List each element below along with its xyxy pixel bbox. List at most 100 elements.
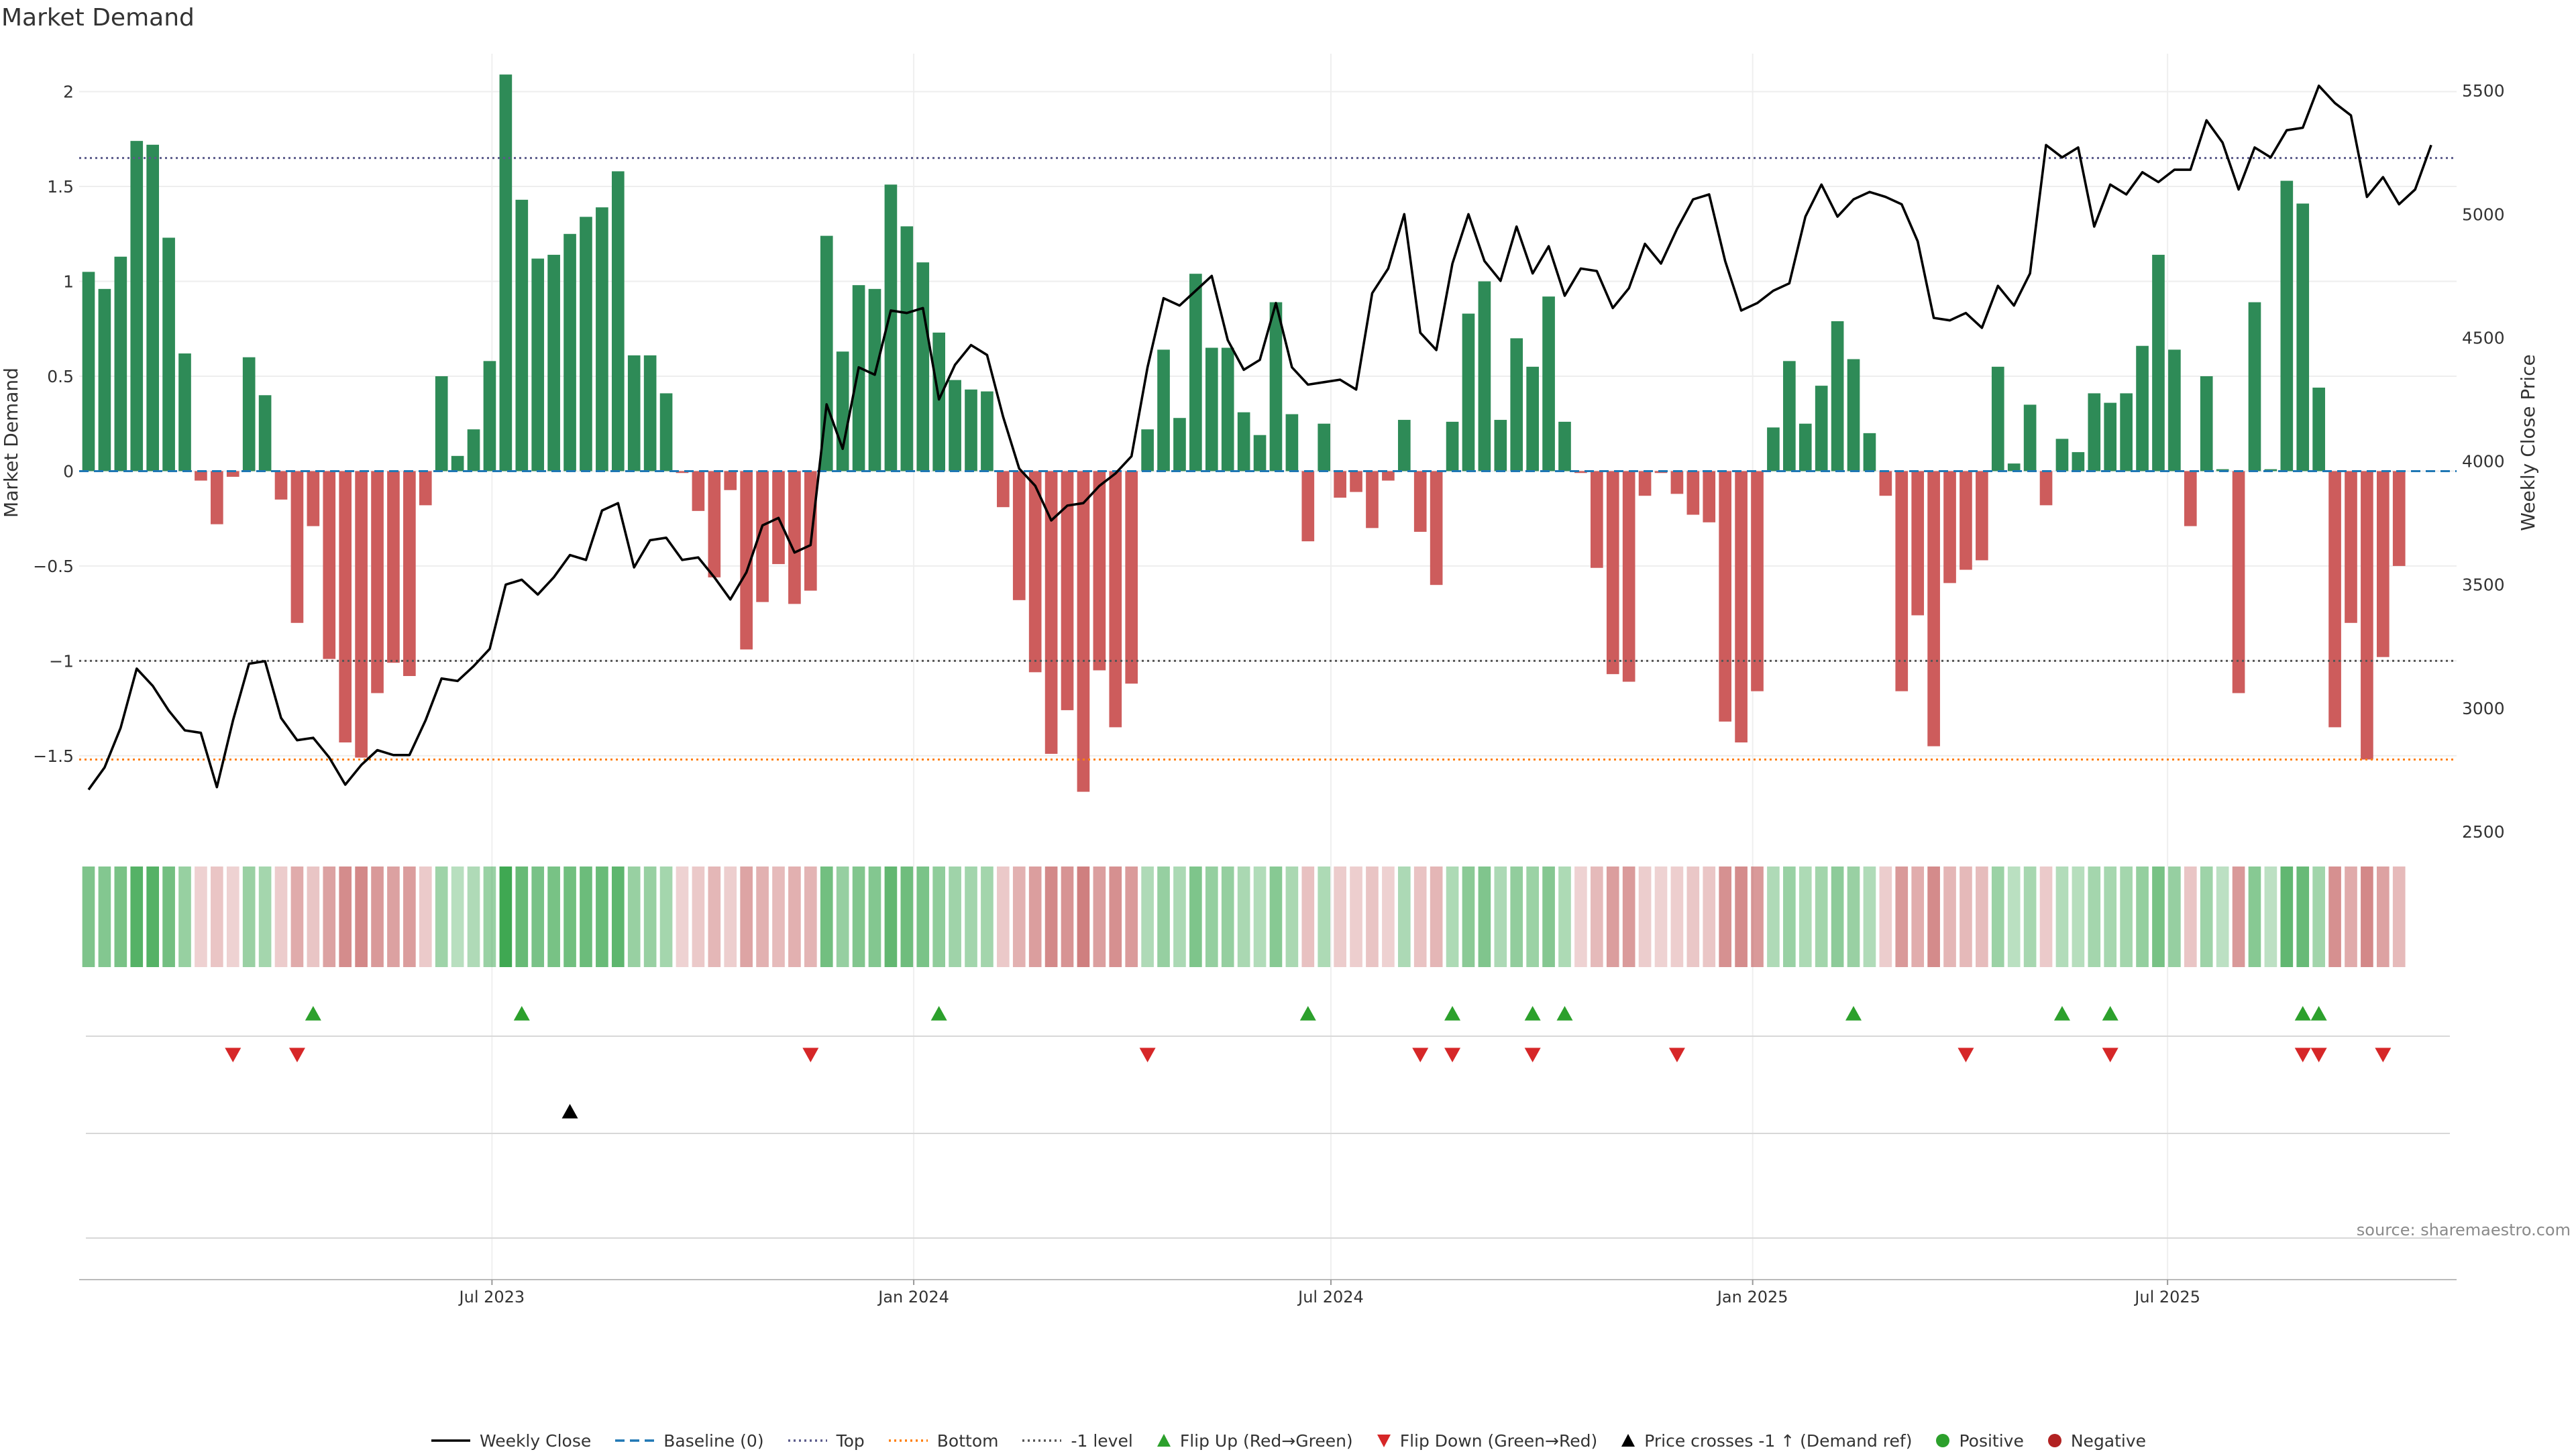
demand-bar xyxy=(611,171,625,471)
flip-down-marker xyxy=(1139,1048,1156,1062)
flip-down-marker xyxy=(1524,1048,1541,1062)
heat-cell xyxy=(965,866,977,967)
demand-bar xyxy=(659,393,673,471)
demand-bar xyxy=(2200,376,2213,471)
demand-bar xyxy=(884,184,898,471)
demand-bar xyxy=(1638,471,1652,496)
heat-cell xyxy=(1831,866,1844,967)
demand-bar xyxy=(1943,471,1956,583)
heat-cell xyxy=(1237,866,1250,967)
heat-cell xyxy=(2152,866,2165,967)
heat-cell xyxy=(2376,866,2390,967)
dashed-line-icon xyxy=(615,1439,655,1442)
heat-cell xyxy=(708,866,721,967)
demand-bar xyxy=(627,355,641,471)
heat-cell xyxy=(2312,866,2325,967)
legend-label: Price crosses -1 ↑ (Demand ref) xyxy=(1644,1431,1913,1451)
legend-label: Weekly Close xyxy=(479,1431,592,1451)
heat-cell xyxy=(1269,866,1283,967)
heat-cell xyxy=(531,866,545,967)
heat-cell xyxy=(1494,866,1507,967)
heat-cell xyxy=(2232,866,2245,967)
heat-cell xyxy=(1638,866,1652,967)
heat-cell xyxy=(1012,866,1026,967)
heat-cell xyxy=(1044,866,1058,967)
heat-cell xyxy=(1735,866,1748,967)
heat-cell xyxy=(804,866,817,967)
heat-cell xyxy=(692,866,705,967)
triangle-up-icon xyxy=(1621,1434,1635,1447)
demand-bar xyxy=(836,351,849,471)
demand-bar xyxy=(419,471,432,506)
flip-down-marker xyxy=(2310,1048,2327,1062)
flip-up-marker xyxy=(1444,1006,1461,1021)
heat-cell xyxy=(1767,866,1780,967)
heat-cell xyxy=(949,866,961,967)
demand-bar xyxy=(1960,471,1972,570)
y-left-axis-title: Market Demand xyxy=(0,368,22,518)
demand-bar xyxy=(2312,387,2325,471)
heat-cell xyxy=(403,866,416,967)
heat-cell xyxy=(740,866,753,967)
demand-bar xyxy=(2392,471,2406,566)
flip-up-marker xyxy=(1524,1006,1541,1021)
heat-cell xyxy=(884,866,898,967)
y-right-axis-title: Weekly Close Price xyxy=(2517,354,2539,530)
demand-bar xyxy=(1397,420,1411,471)
demand-bar xyxy=(596,207,608,471)
demand-bar xyxy=(195,471,207,481)
demand-bar xyxy=(1494,420,1507,471)
demand-bar xyxy=(2152,254,2165,471)
demand-bar xyxy=(130,141,144,471)
heat-cell xyxy=(1301,866,1315,967)
demand-bar xyxy=(804,471,817,591)
y-right-tick-label: 5000 xyxy=(2462,205,2505,224)
heat-cell xyxy=(82,866,95,967)
demand-bar xyxy=(1318,423,1331,471)
heat-cell xyxy=(1028,866,1042,967)
legend-label: Negative xyxy=(2070,1431,2147,1451)
demand-bar xyxy=(1028,471,1042,673)
heat-cell xyxy=(2055,866,2069,967)
heat-cell xyxy=(932,866,946,967)
source-note: source: sharemaestro.com xyxy=(2356,1221,2571,1239)
heat-cell xyxy=(130,866,144,967)
demand-bar xyxy=(1558,421,1571,471)
heat-cell xyxy=(1253,866,1267,967)
demand-bar xyxy=(387,471,400,663)
legend-label: Bottom xyxy=(936,1431,999,1451)
heat-cell xyxy=(178,866,191,967)
demand-bar xyxy=(515,199,529,471)
demand-bar xyxy=(1157,349,1170,471)
demand-bar xyxy=(2328,471,2341,728)
flip-down-marker xyxy=(225,1048,241,1062)
weekly-close-line xyxy=(87,85,2432,791)
demand-bar xyxy=(1815,386,1828,471)
heat-cell xyxy=(997,866,1010,967)
heat-cell xyxy=(1141,866,1154,967)
heat-cell xyxy=(1670,866,1684,967)
demand-bar xyxy=(1366,471,1379,528)
flip-down-marker xyxy=(1957,1048,1974,1062)
demand-bar xyxy=(483,361,496,471)
heat-cell xyxy=(852,866,865,967)
demand-bar xyxy=(499,74,513,471)
circle-icon xyxy=(1936,1434,1950,1447)
heat-cell xyxy=(627,866,641,967)
heat-cell xyxy=(1318,866,1331,967)
y-left-tick-label: 1.5 xyxy=(47,177,74,197)
x-tick-label: Jul 2025 xyxy=(2133,1288,2200,1306)
heat-cell xyxy=(2200,866,2213,967)
x-tick-label: Jul 2023 xyxy=(458,1288,525,1306)
heat-cell xyxy=(1285,866,1299,967)
demand-bar xyxy=(242,357,256,471)
demand-bar xyxy=(1735,471,1748,743)
demand-bar xyxy=(1237,412,1250,471)
y-left-tick-label: 2 xyxy=(63,82,74,102)
heat-cell xyxy=(756,866,769,967)
demand-bar xyxy=(2120,393,2133,471)
heat-cell xyxy=(2280,866,2294,967)
demand-bar xyxy=(643,355,657,471)
circle-icon xyxy=(2047,1434,2061,1447)
demand-bar xyxy=(2023,404,2037,471)
